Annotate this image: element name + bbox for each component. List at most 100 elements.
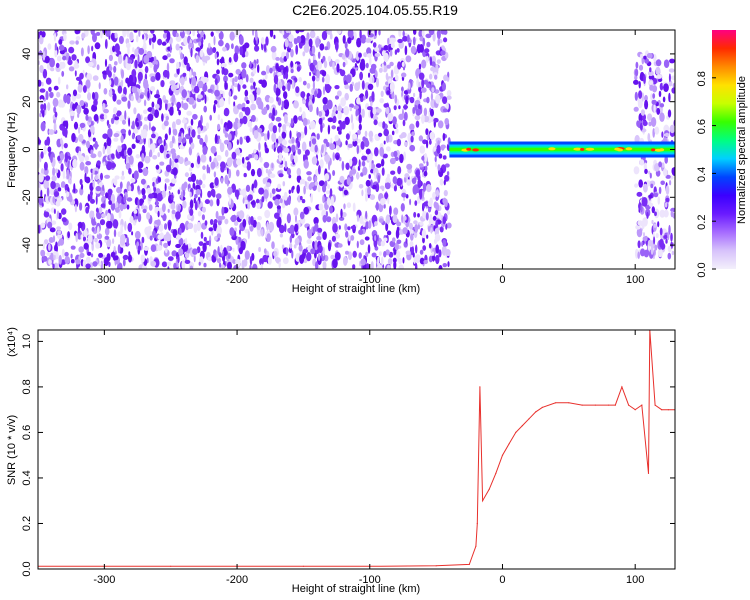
heatmap-cell — [285, 71, 289, 80]
heatmap-cell — [267, 130, 270, 140]
heatmap-cell — [256, 167, 262, 178]
heatmap-cell — [298, 77, 303, 83]
heatmap-cell — [389, 61, 394, 67]
heatmap-cell — [219, 58, 223, 64]
heatmap-cell — [359, 30, 362, 40]
heatmap-cell — [193, 85, 200, 94]
heatmap-cell — [192, 71, 197, 77]
heatmap-cell — [57, 241, 61, 247]
heatmap-cell — [90, 125, 95, 134]
heatmap-cell — [241, 259, 245, 269]
heatmap-cell — [330, 137, 333, 143]
heatmap-cell — [216, 197, 220, 207]
heatmap-cell — [398, 105, 401, 110]
heatmap-cell — [440, 144, 446, 149]
heatmap-cell — [148, 37, 152, 46]
heatmap-cell — [299, 211, 305, 220]
heatmap-cell — [178, 248, 184, 256]
heatmap-cell — [657, 196, 661, 205]
x-tick-label: -100 — [359, 574, 381, 586]
heatmap-cell — [62, 55, 67, 61]
heatmap-cell — [652, 127, 655, 138]
heatmap-cell — [311, 75, 316, 82]
heatmap-cell — [419, 36, 424, 42]
heatmap-cell — [396, 48, 400, 53]
heatmap-cell — [445, 101, 449, 111]
heatmap-cell — [434, 256, 439, 261]
spectrogram-heatmap — [38, 30, 675, 269]
heatmap-cell — [113, 76, 119, 86]
heatmap-cell — [237, 121, 241, 129]
heatmap-cell — [129, 31, 134, 42]
heatmap-cell — [77, 221, 83, 229]
heatmap-cell — [133, 30, 138, 33]
heatmap-cell — [329, 143, 336, 151]
heatmap-cell — [43, 239, 49, 245]
heatmap-cell — [358, 123, 362, 131]
heatmap-cell — [38, 182, 41, 188]
heatmap-cell — [299, 107, 302, 113]
heatmap-cell — [209, 219, 214, 225]
heatmap-cell — [135, 91, 139, 101]
heatmap-cell — [108, 200, 112, 205]
heatmap-cell — [430, 108, 434, 117]
heatmap-cell — [169, 140, 174, 149]
heatmap-cell — [283, 32, 288, 39]
heatmap-cell — [326, 99, 333, 110]
heatmap-cell — [432, 215, 437, 221]
heatmap-cell — [256, 58, 259, 64]
heatmap-cell — [380, 198, 386, 206]
heatmap-cell — [44, 55, 50, 64]
heatmap-cell — [189, 191, 192, 198]
heatmap-cell — [360, 34, 367, 44]
snr-point — [628, 404, 630, 406]
heatmap-cell — [160, 80, 165, 88]
heatmap-cell — [644, 168, 648, 175]
heatmap-cell — [47, 102, 51, 111]
heatmap-cell — [428, 30, 435, 36]
heatmap-cell — [308, 104, 313, 113]
heatmap-cell — [404, 173, 410, 179]
snr-point — [508, 443, 510, 445]
heatmap-cell — [423, 107, 428, 117]
heatmap-cell — [343, 106, 350, 116]
heatmap-cell — [241, 53, 246, 58]
heatmap-cell — [127, 59, 133, 64]
heatmap-cell — [148, 193, 155, 199]
heatmap-cell — [278, 163, 284, 169]
heatmap-cell — [93, 114, 99, 122]
y-tick-label: -20 — [21, 189, 33, 205]
heatmap-cell — [387, 37, 390, 45]
heatmap-cell — [363, 95, 366, 101]
heatmap-cell — [297, 140, 301, 149]
heatmap-cell — [321, 76, 325, 83]
heatmap-cell — [653, 249, 656, 256]
heatmap-cell — [249, 77, 254, 84]
heatmap-cell — [345, 140, 348, 146]
heatmap-cell — [444, 118, 450, 126]
heatmap-cell — [136, 135, 142, 141]
heatmap-cell — [74, 30, 80, 35]
heatmap-cell — [405, 95, 409, 105]
heatmap-cell — [433, 201, 438, 209]
heatmap-cell — [413, 255, 416, 265]
heatmap-cell — [276, 145, 283, 154]
heatmap-cell — [78, 126, 81, 134]
heatmap-cell — [249, 256, 253, 266]
heatmap-cell — [358, 114, 362, 124]
heatmap-cell — [306, 239, 312, 245]
heatmap-cell — [208, 227, 214, 232]
heatmap-cell — [121, 96, 128, 102]
heatmap-cell — [134, 48, 140, 57]
heatmap-cell — [137, 185, 140, 192]
heatmap-cell — [149, 149, 153, 158]
heatmap-cell — [71, 132, 76, 143]
heatmap-cell — [85, 79, 91, 89]
heatmap-cell — [38, 224, 41, 234]
heatmap-cell — [273, 34, 276, 40]
heatmap-cell — [256, 97, 262, 106]
heatmap-cell — [372, 116, 379, 121]
heatmap-cell — [264, 141, 267, 149]
heatmap-cell — [257, 64, 260, 73]
heatmap-cell — [636, 191, 643, 197]
